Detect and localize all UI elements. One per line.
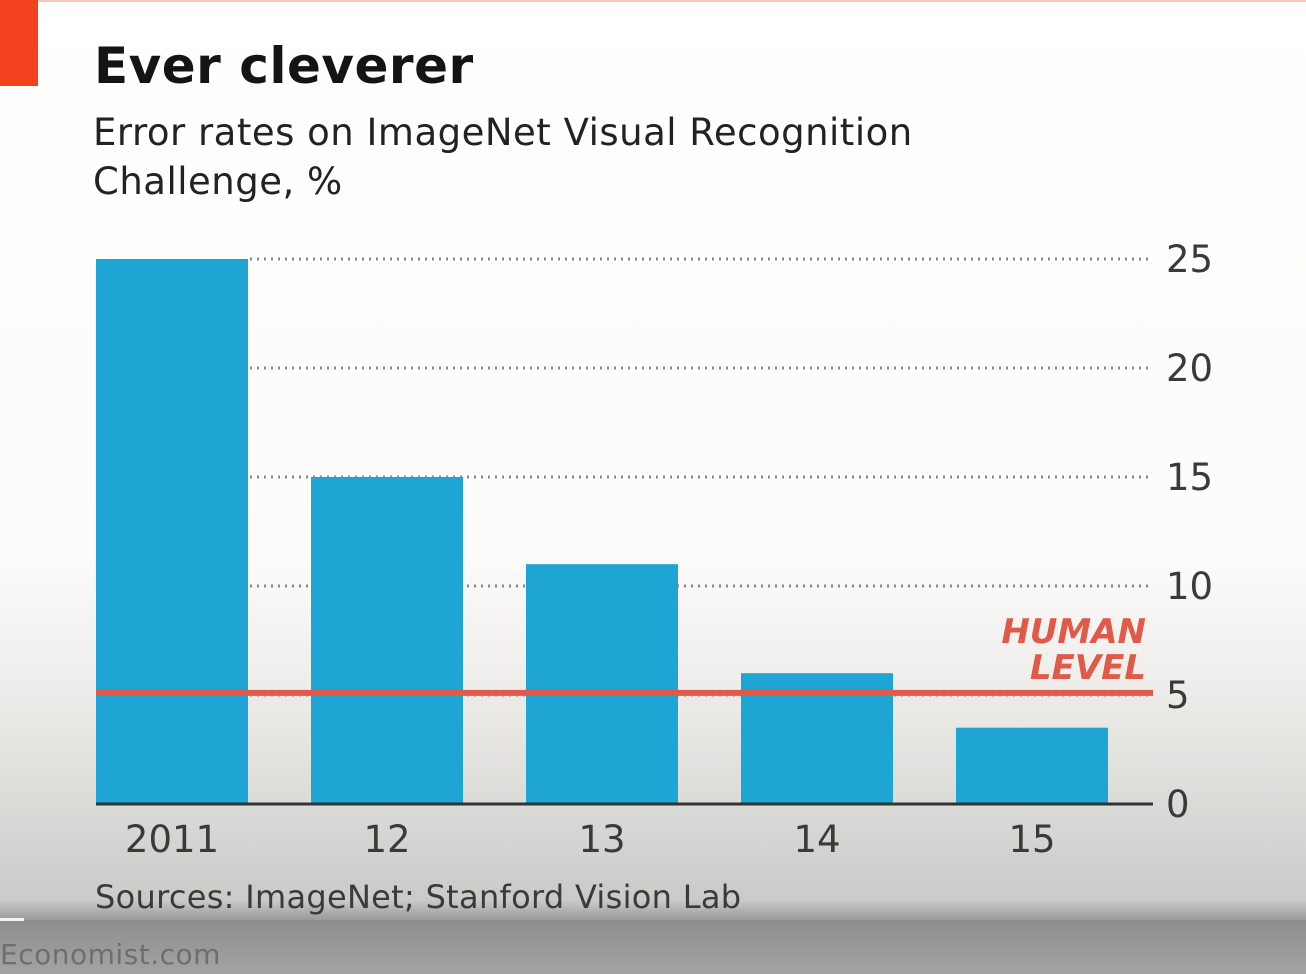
human-level-label: HUMAN: [1001, 612, 1146, 652]
brand-tab: [0, 0, 38, 86]
chart-subtitle: Error rates on ImageNet Visual Recogniti…: [93, 111, 913, 203]
top-rule: [38, 0, 1306, 2]
x-tick-label: 15: [1008, 818, 1055, 861]
footer-bar: [0, 920, 1306, 974]
x-tick-label: 2011: [125, 818, 219, 861]
human-level-label: LEVEL: [1030, 648, 1146, 688]
bar: [311, 477, 463, 804]
y-tick-label: 20: [1166, 347, 1213, 390]
y-tick-label: 15: [1166, 456, 1213, 499]
source-note: Sources: ImageNet; Stanford Vision Lab: [95, 878, 742, 916]
y-tick-label: 10: [1166, 565, 1213, 608]
footer-watermark: Economist.com: [0, 938, 221, 971]
y-tick-label: 25: [1166, 238, 1213, 281]
x-tick-label: 14: [793, 818, 840, 861]
y-tick-label: 5: [1166, 674, 1190, 717]
footer-progress-line: [0, 918, 24, 921]
bar: [96, 259, 248, 804]
x-tick-label: 12: [363, 818, 410, 861]
y-tick-label: 0: [1166, 783, 1190, 826]
x-tick-label: 13: [578, 818, 625, 861]
bar: [526, 564, 678, 804]
chart-title: Ever cleverer: [94, 37, 474, 95]
bar: [956, 727, 1108, 804]
